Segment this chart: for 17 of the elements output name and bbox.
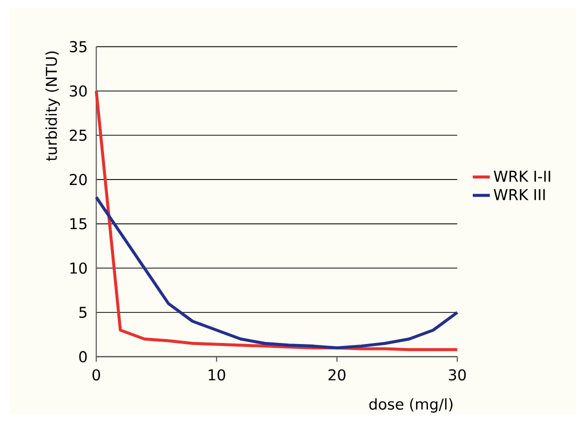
x-tick-label: 10 xyxy=(208,369,226,381)
y-tick-label: 10 xyxy=(70,262,87,274)
x-tick-label: 20 xyxy=(328,369,346,381)
y-tick-label: 35 xyxy=(70,41,86,52)
y-tick-label: 30 xyxy=(70,85,87,97)
y-tick-label: 5 xyxy=(79,306,86,318)
legend-label: WRK III xyxy=(494,189,545,200)
y-tick-label: 20 xyxy=(70,174,87,186)
line-series xyxy=(94,196,459,350)
y-tick-label: 25 xyxy=(70,130,86,141)
x-axis-title: dose (mg/l) xyxy=(369,398,452,413)
legend-label: WRK I-II xyxy=(494,170,550,182)
y-tick-label: 0 xyxy=(79,351,87,362)
y-axis-title: turbidity (NTU) xyxy=(45,51,60,161)
y-tick-label: 15 xyxy=(70,218,86,230)
x-tick-label: 0 xyxy=(92,369,100,381)
x-tick-label: 30 xyxy=(448,369,466,381)
